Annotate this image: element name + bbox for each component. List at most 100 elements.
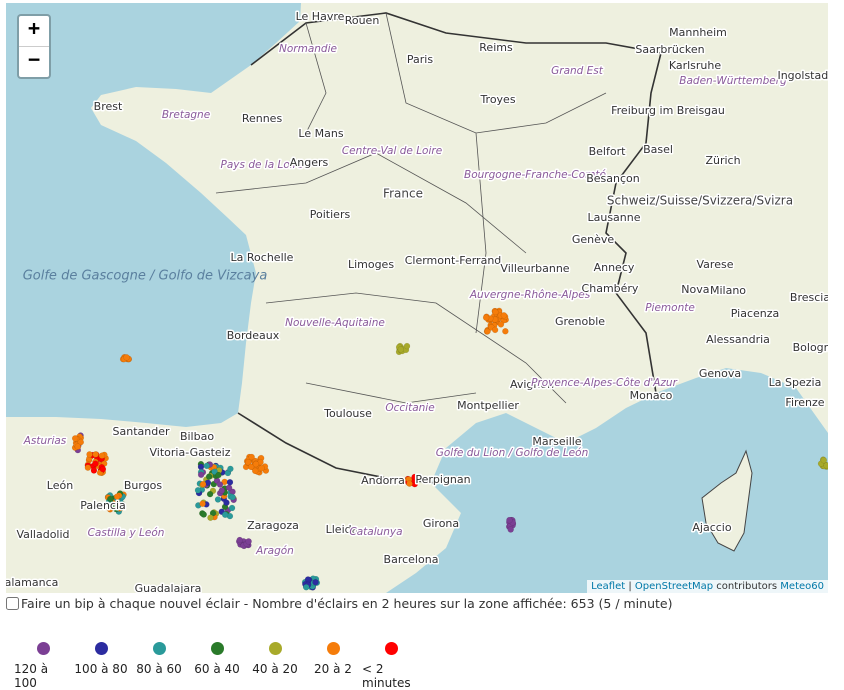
- place-label: Brest: [94, 100, 123, 113]
- legend-label: 80 à 60: [136, 662, 182, 676]
- place-label: Baden-Württemberg: [679, 75, 787, 87]
- lightning-marker: [199, 480, 207, 488]
- region-borders: [215, 12, 607, 404]
- lightning-marker: [215, 471, 222, 479]
- lightning-marker: [258, 464, 265, 472]
- lightning-marker: [207, 514, 214, 521]
- beep-checkbox[interactable]: [6, 597, 19, 610]
- lightning-marker: [218, 487, 226, 494]
- place-label: Centre-Val de Loire: [342, 145, 442, 157]
- place-label: Firenze: [785, 396, 824, 409]
- map[interactable]: Le Havre Rouen Reims Paris Saarbrücken Mannhe…: [6, 3, 828, 593]
- place-label: Rennes: [242, 112, 283, 125]
- info-row: Faire un bip à chaque nouvel éclair - No…: [6, 596, 672, 611]
- lightning-marker: [206, 490, 214, 498]
- place-label: Paris: [407, 53, 433, 66]
- place-label: Lleida: [326, 523, 359, 536]
- place-label: Castilla y León: [88, 527, 165, 539]
- lightning-marker: [236, 536, 243, 544]
- place-label: Angers: [290, 156, 329, 169]
- place-label: León: [47, 479, 73, 492]
- legend-dot: [36, 642, 50, 655]
- place-label: Piacenza: [731, 307, 780, 320]
- place-label: Asturias: [23, 435, 67, 447]
- place-label: Aragón: [255, 545, 294, 557]
- zoom-in[interactable]: +: [27, 16, 41, 40]
- lightning-marker: [411, 473, 418, 481]
- place-label: Chambéry: [582, 282, 639, 295]
- lightning-marker: [225, 484, 233, 491]
- lightning-marker: [497, 321, 505, 328]
- lightning-marker: [106, 505, 113, 512]
- place-label: Guadalajara: [135, 582, 202, 593]
- place-label: Limoges: [348, 258, 394, 271]
- lightning-marker: [214, 496, 222, 503]
- place-label: Salamanca: [6, 576, 58, 589]
- place-label: Piemonte: [645, 302, 695, 314]
- lightning-marker: [823, 462, 828, 469]
- lightning-marker: [221, 511, 229, 519]
- place-label: Normandie: [279, 43, 337, 55]
- lightning-marker: [77, 438, 85, 446]
- place-label: Annecy: [594, 261, 635, 274]
- place-label: Varese: [697, 258, 734, 271]
- place-label: Villeurbanne: [500, 262, 569, 275]
- lightning-marker: [71, 435, 79, 442]
- lightning-marker: [86, 451, 93, 458]
- place-label: Le Havre: [296, 10, 345, 23]
- lightning-marker: [99, 465, 107, 473]
- lightning-marker: [502, 327, 509, 335]
- place-label: Bourgogne-Franche-Comté: [464, 169, 606, 181]
- lightning-marker: [228, 504, 236, 512]
- lightning-marker: [84, 464, 92, 471]
- lightning-marker: [248, 453, 255, 461]
- legend-dot: [384, 642, 398, 655]
- place-label: Reims: [479, 41, 513, 54]
- place-label: Valladolid: [16, 528, 69, 541]
- lightning-marker: [491, 326, 499, 334]
- lightning-marker: [223, 499, 230, 506]
- lightning-marker: [113, 493, 121, 500]
- lightning-marker: [820, 456, 828, 464]
- lightning-marker: [200, 511, 207, 518]
- lightning-marker: [251, 467, 259, 475]
- place-label: Belfort: [589, 145, 626, 158]
- place-label: Golfe du Lion / Golfo de León: [436, 447, 588, 459]
- leaflet-link[interactable]: Leaflet: [591, 581, 626, 592]
- attribution: Leaflet | OpenStreetMap contributors Met…: [587, 580, 828, 593]
- lightning-marker: [197, 471, 205, 479]
- lightning-marker: [92, 460, 99, 467]
- place-label: Provence-Alpes-Côte d'Azur: [531, 377, 677, 389]
- zoom-out[interactable]: −: [19, 46, 49, 77]
- place-label: Schweiz/Suisse/Svizzera/Svizra: [607, 194, 793, 208]
- place-label: Zürich: [705, 154, 740, 167]
- legend-label: 100 à 80: [74, 662, 128, 676]
- legend-item: 20 à 2: [304, 642, 362, 690]
- place-label: Ingolstadt: [777, 69, 828, 82]
- place-label: Lausanne: [587, 211, 640, 224]
- place-label: Grand Est: [551, 65, 604, 77]
- lightning-marker: [482, 314, 490, 321]
- place-label: Saarbrücken: [635, 43, 704, 56]
- place-label: Perpignan: [415, 473, 470, 486]
- lightning-marker: [492, 308, 499, 316]
- osm-link[interactable]: OpenStreetMap: [634, 581, 714, 592]
- meteo-link[interactable]: Meteo60: [780, 581, 824, 592]
- place-label: Le Mans: [298, 127, 343, 140]
- legend-dot: [152, 642, 166, 655]
- place-label: Basel: [643, 143, 673, 156]
- place-label: Zaragoza: [247, 519, 299, 532]
- lightning-marker: [227, 465, 234, 473]
- place-label: Besançon: [586, 172, 640, 185]
- place-label: Catalunya: [349, 526, 402, 538]
- place-label: Genève: [572, 233, 615, 246]
- place-label: Burgos: [124, 479, 163, 492]
- legend-item: 80 à 60: [130, 642, 188, 690]
- lightning-marker: [397, 346, 405, 353]
- legend-item: 120 à 100: [14, 642, 72, 690]
- lightning-marker: [203, 462, 211, 470]
- lightning-marker: [205, 473, 213, 480]
- place-label: Milano: [710, 284, 746, 297]
- place-label: Palencia: [80, 499, 126, 512]
- lightning-marker: [302, 583, 310, 591]
